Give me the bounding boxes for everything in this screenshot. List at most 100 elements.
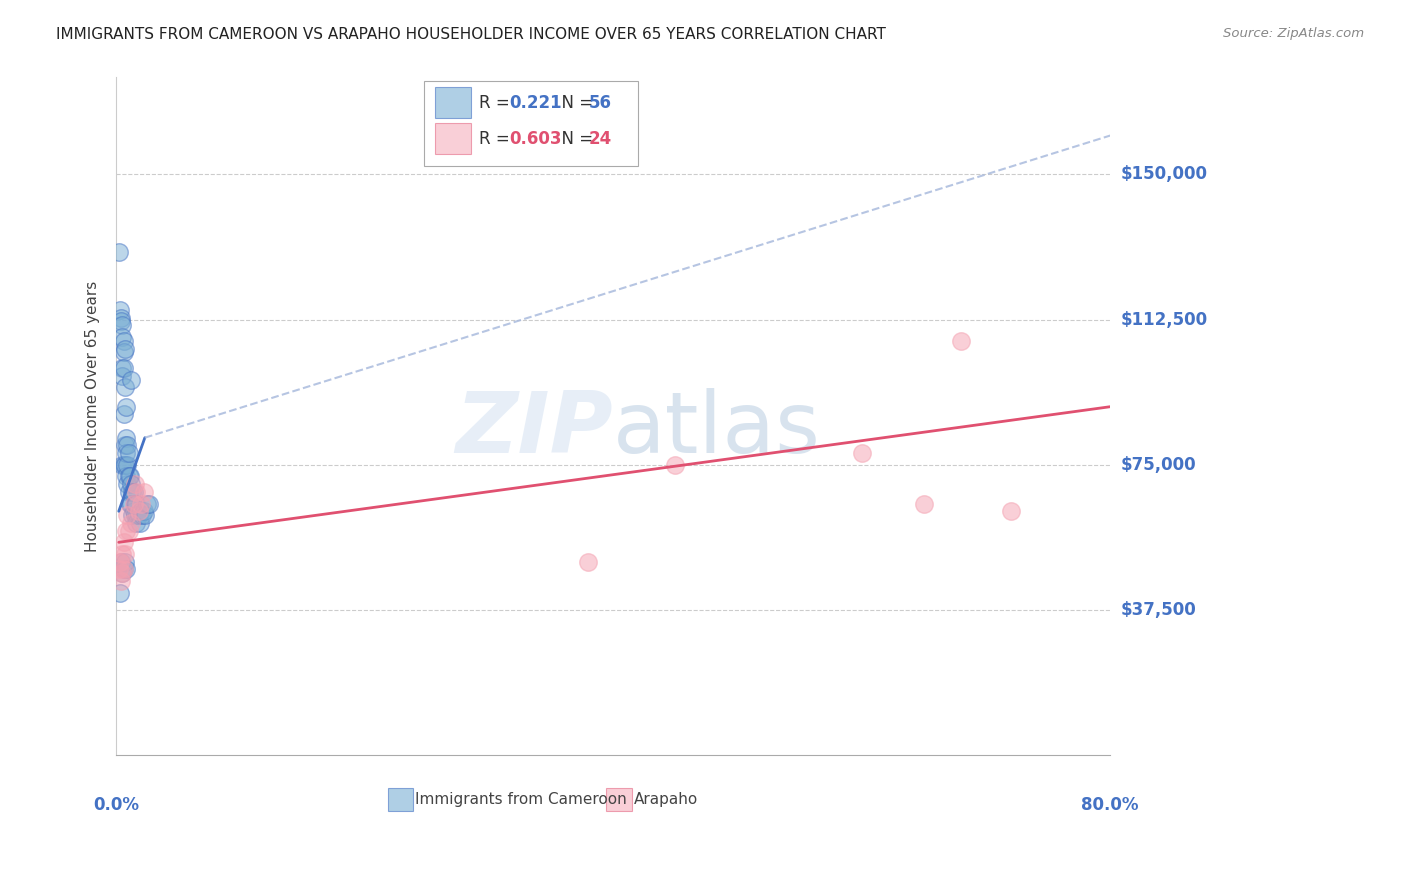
- Point: [1000, 504, 1022, 518]
- Text: N =: N =: [551, 129, 598, 147]
- Point: [124, 508, 146, 523]
- Point: [112, 345, 135, 359]
- Point: [120, 373, 142, 387]
- Text: $112,500: $112,500: [1121, 310, 1208, 328]
- Point: [111, 566, 134, 581]
- Point: [117, 508, 139, 523]
- Point: [110, 574, 132, 588]
- Point: [115, 400, 138, 414]
- Point: [112, 408, 135, 422]
- Point: [950, 334, 973, 348]
- Text: 24: 24: [588, 129, 612, 147]
- Text: R =: R =: [479, 94, 515, 112]
- Text: $150,000: $150,000: [1121, 165, 1208, 183]
- Point: [111, 330, 134, 344]
- Text: ZIP: ZIP: [456, 388, 613, 472]
- Point: [111, 318, 134, 333]
- Point: [851, 446, 873, 460]
- FancyBboxPatch shape: [388, 788, 413, 811]
- Point: [121, 508, 143, 523]
- Point: [112, 458, 135, 472]
- Point: [118, 497, 141, 511]
- FancyBboxPatch shape: [425, 81, 638, 166]
- Point: [117, 458, 139, 472]
- Text: 80.0%: 80.0%: [1081, 796, 1139, 814]
- Point: [124, 477, 146, 491]
- Point: [111, 458, 134, 472]
- Point: [125, 497, 148, 511]
- Point: [576, 555, 599, 569]
- Point: [108, 302, 131, 317]
- Point: [128, 516, 150, 530]
- Point: [115, 469, 138, 483]
- Point: [115, 524, 138, 538]
- Point: [120, 497, 142, 511]
- Point: [132, 504, 155, 518]
- Point: [134, 508, 156, 523]
- Text: Source: ZipAtlas.com: Source: ZipAtlas.com: [1223, 27, 1364, 40]
- Point: [138, 497, 160, 511]
- Point: [117, 438, 139, 452]
- Point: [112, 562, 135, 576]
- Point: [110, 555, 132, 569]
- Point: [120, 516, 142, 530]
- Point: [111, 547, 134, 561]
- Point: [122, 504, 145, 518]
- Text: atlas: atlas: [613, 388, 821, 472]
- Point: [110, 314, 132, 328]
- Text: IMMIGRANTS FROM CAMEROON VS ARAPAHO HOUSEHOLDER INCOME OVER 65 YEARS CORRELATION: IMMIGRANTS FROM CAMEROON VS ARAPAHO HOUS…: [56, 27, 886, 42]
- Text: 0.603: 0.603: [509, 129, 561, 147]
- Point: [122, 497, 145, 511]
- Point: [121, 484, 143, 499]
- Text: N =: N =: [551, 94, 598, 112]
- Point: [107, 244, 129, 259]
- Point: [118, 446, 141, 460]
- Point: [124, 497, 146, 511]
- Point: [114, 555, 136, 569]
- Point: [111, 361, 134, 376]
- Point: [118, 524, 141, 538]
- Point: [122, 484, 145, 499]
- FancyBboxPatch shape: [436, 123, 471, 154]
- Point: [111, 566, 134, 581]
- FancyBboxPatch shape: [606, 788, 633, 811]
- Point: [125, 484, 148, 499]
- Point: [115, 431, 138, 445]
- Point: [115, 446, 138, 460]
- Text: 56: 56: [588, 94, 612, 112]
- Point: [118, 484, 141, 499]
- Text: Arapaho: Arapaho: [634, 792, 699, 807]
- Text: 0.0%: 0.0%: [93, 796, 139, 814]
- Point: [108, 555, 131, 569]
- Point: [131, 508, 153, 523]
- Y-axis label: Householder Income Over 65 years: Householder Income Over 65 years: [86, 281, 100, 552]
- Point: [136, 497, 159, 511]
- Point: [114, 342, 136, 356]
- Text: $75,000: $75,000: [1121, 456, 1195, 474]
- Point: [114, 458, 136, 472]
- Point: [664, 458, 686, 472]
- Point: [115, 562, 138, 576]
- Point: [912, 497, 935, 511]
- Point: [112, 334, 135, 348]
- Point: [110, 310, 132, 325]
- Point: [117, 477, 139, 491]
- Point: [112, 562, 135, 576]
- Point: [111, 368, 134, 383]
- Text: Immigrants from Cameroon: Immigrants from Cameroon: [415, 792, 627, 807]
- Point: [128, 504, 150, 518]
- Text: 0.221: 0.221: [509, 94, 561, 112]
- Point: [114, 380, 136, 394]
- Text: $37,500: $37,500: [1121, 601, 1197, 619]
- Point: [107, 562, 129, 576]
- Point: [120, 477, 142, 491]
- Text: R =: R =: [479, 129, 515, 147]
- Point: [128, 508, 150, 523]
- Point: [114, 438, 136, 452]
- Point: [129, 497, 152, 511]
- Point: [129, 504, 152, 518]
- Point: [108, 585, 131, 599]
- Point: [112, 361, 135, 376]
- Point: [127, 508, 149, 523]
- Point: [118, 469, 141, 483]
